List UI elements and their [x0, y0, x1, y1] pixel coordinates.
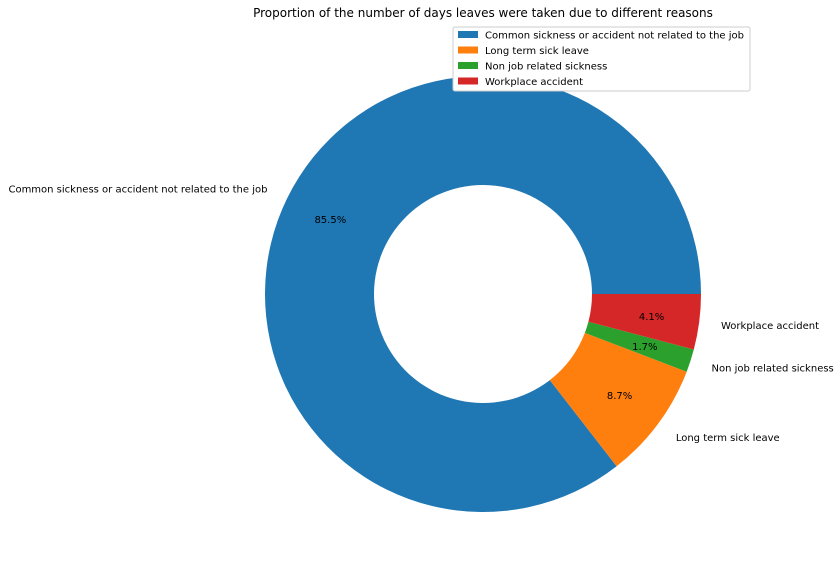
- legend-swatch: [458, 77, 478, 85]
- legend-swatch: [458, 31, 478, 38]
- wedge-percent-label: 8.7%: [607, 391, 632, 402]
- legend-label: Common sickness or accident not related …: [485, 31, 744, 42]
- legend-swatch: [458, 62, 478, 69]
- legend-label: Non job related sickness: [485, 62, 607, 73]
- wedge-category-label: Long term sick leave: [676, 433, 780, 444]
- wedge-category-label: Non job related sickness: [711, 363, 833, 374]
- legend: Common sickness or accident not related …: [452, 26, 751, 92]
- wedge-percent-label: 1.7%: [632, 342, 657, 353]
- donut-wedge: [549, 332, 687, 467]
- wedge-percent-label: 4.1%: [639, 312, 664, 323]
- legend-label: Long term sick leave: [485, 46, 589, 57]
- outer-label-group: Common sickness or accident not related …: [8, 184, 833, 443]
- chart-title: Proportion of the number of days leaves …: [253, 6, 713, 20]
- donut-wedge: [584, 321, 694, 372]
- wedge-group: [264, 75, 701, 512]
- legend-frame: [452, 26, 751, 92]
- wedge-category-label: Workplace accident: [721, 321, 819, 332]
- wedge-category-label: Common sickness or accident not related …: [8, 184, 267, 195]
- percent-label-group: 85.5% 8.7% 1.7% 4.1%: [314, 215, 664, 402]
- legend-label: Workplace accident: [485, 77, 583, 88]
- donut-wedge: [264, 75, 701, 512]
- legend-swatch: [458, 46, 478, 54]
- wedge-percent-label: 85.5%: [314, 215, 346, 226]
- donut-wedge: [588, 294, 701, 350]
